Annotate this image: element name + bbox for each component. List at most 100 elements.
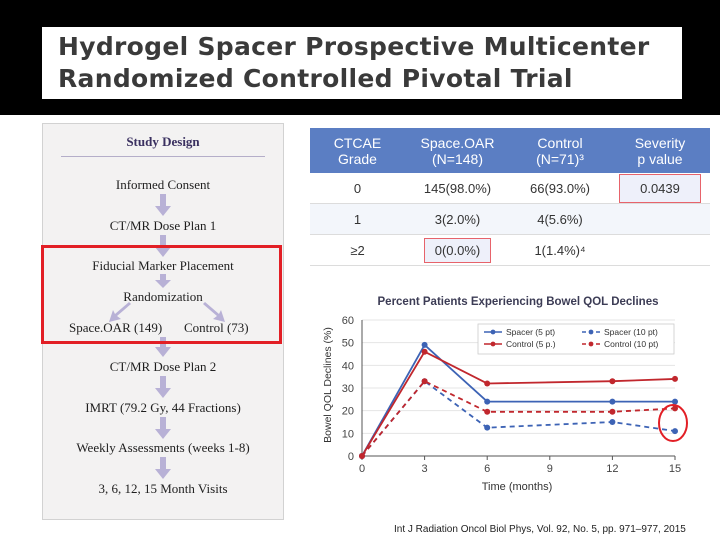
chart-legend: Spacer (5 pt) Control (5 p.) Spacer (10 pt… [477, 323, 675, 355]
data-point [484, 424, 491, 431]
series-line-control-5-p [361, 350, 676, 457]
table-cell: 3(2.0%) [405, 203, 510, 235]
step-month-visits: 3, 6, 12, 15 Month Visits [98, 481, 228, 496]
down-arrow-icon [155, 376, 171, 398]
diagonal-arrow-left-icon [109, 302, 131, 322]
spacer-grade2-highlight: 0(0.0%) [423, 237, 492, 263]
chart-axes: 0 10 20 30 40 50 60 0 3 6 9 12 15 [342, 315, 681, 475]
slide-title: Hydrogel Spacer Prospective Multicenter … [58, 31, 649, 95]
x-axis-label: Time (months) [482, 481, 553, 493]
x-tick-label: 3 [422, 463, 428, 475]
table-cell: ≥2 [310, 234, 405, 266]
x-tick-label: 6 [484, 463, 490, 475]
y-tick-label: 60 [342, 315, 354, 327]
legend-marker [490, 341, 496, 347]
step-control-arm: Control (73) [184, 320, 249, 335]
title-box: Hydrogel Spacer Prospective Multicenter … [42, 27, 682, 99]
chart-series [359, 341, 678, 459]
table-cell: 0 [310, 173, 405, 204]
data-point [359, 453, 365, 459]
table-row: 1 3(2.0%) 4(5.6%) [310, 203, 710, 235]
table-cell [610, 203, 710, 235]
header-text: (N=148) [432, 150, 483, 167]
data-point [421, 341, 428, 348]
y-tick-label: 10 [342, 428, 354, 440]
study-design-title: Study Design [126, 134, 200, 149]
header-text: p value [637, 150, 683, 167]
y-axis-label: Bowel QOL Declines (%) [322, 327, 334, 443]
chart-title: Percent Patients Experiencing Bowel QOL … [378, 296, 659, 308]
citation: Int J Radiation Oncol Biol Phys, Vol. 92… [394, 524, 686, 535]
table-cell: 0.0439 [610, 173, 710, 204]
table-cell: 4(5.6%) [510, 203, 610, 235]
data-point [421, 348, 428, 355]
header-text: Control [537, 134, 583, 151]
table-cell: 1 [310, 203, 405, 235]
title-line-1: Hydrogel Spacer Prospective Multicenter [58, 32, 650, 61]
step-informed-consent: Informed Consent [115, 177, 211, 192]
series-line-control-10-pt [361, 380, 676, 457]
table-cell [610, 234, 710, 266]
title-line-2: Randomized Controlled Pivotal Trial [58, 64, 573, 93]
legend-label: Control (5 p.) [506, 339, 556, 349]
y-tick-label: 20 [342, 406, 354, 418]
highlight-circle [658, 404, 688, 442]
step-imrt: IMRT (79.2 Gy, 44 Fractions) [85, 400, 241, 415]
study-design-panel: Study Design Informed Consent CT/MR Dose… [42, 123, 284, 520]
y-tick-label: 50 [342, 338, 354, 350]
bowel-qol-chart: Percent Patients Experiencing Bowel QOL … [322, 296, 688, 493]
step-fiducial-marker: Fiducial Marker Placement [92, 258, 234, 273]
x-tick-label: 15 [669, 463, 681, 475]
data-point [609, 378, 616, 385]
table-row: 0 145(98.0%) 66(93.0%) 0.0439 [310, 173, 710, 204]
x-tick-label: 12 [606, 463, 618, 475]
down-arrow-icon [155, 194, 171, 216]
x-tick-label: 9 [547, 463, 553, 475]
step-ct-mr-plan-2: CT/MR Dose Plan 2 [109, 359, 217, 374]
table-cell: 145(98.0%) [405, 173, 510, 204]
down-arrow-icon [155, 457, 171, 479]
header-text: (N=71)³ [536, 150, 584, 167]
legend-marker [588, 329, 594, 335]
data-point [672, 375, 678, 382]
p-value-highlight: 0.0439 [619, 173, 701, 203]
legend-label: Spacer (10 pt) [604, 327, 658, 337]
legend-marker [588, 341, 594, 347]
header-ctcae-grade: CTCAE Grade [310, 128, 405, 173]
header-spaceoar: Space.OAR (N=148) [405, 128, 510, 173]
y-tick-label: 0 [348, 451, 354, 463]
legend-label: Spacer (5 pt) [506, 327, 555, 337]
header-text: Severity [634, 134, 686, 151]
table-row: ≥2 0(0.0%) 1(1.4%)⁴ [310, 234, 710, 266]
data-point [672, 405, 678, 412]
legend-marker [490, 329, 496, 335]
table-cell: 1(1.4%)⁴ [510, 234, 610, 266]
header-severity: Severity p value [610, 128, 710, 173]
step-weekly-assessments: Weekly Assessments (weeks 1-8) [76, 440, 250, 455]
table-cell: 66(93.0%) [510, 173, 610, 204]
ctcae-table: CTCAE Grade Space.OAR (N=148) Control (N=71… [310, 128, 710, 266]
table-cell: 0(0.0%) [405, 234, 510, 266]
legend-label: Control (10 pt) [604, 339, 658, 349]
step-spaceoar-arm: Space.OAR (149) [69, 320, 163, 335]
y-tick-label: 30 [342, 383, 354, 395]
down-arrow-icon [155, 337, 171, 357]
data-point [672, 398, 678, 405]
data-point [609, 419, 616, 425]
data-point [672, 428, 678, 435]
header-text: Grade [338, 150, 377, 167]
data-point [421, 378, 428, 385]
data-point [484, 408, 491, 415]
x-tick-label: 0 [359, 463, 365, 475]
step-randomization: Randomization [123, 289, 203, 304]
header-control: Control (N=71)³ [510, 128, 610, 173]
step-ct-mr-plan-1: CT/MR Dose Plan 1 [109, 218, 217, 233]
data-point [484, 380, 491, 387]
diagonal-arrow-right-icon [203, 302, 225, 322]
title-banner: Hydrogel Spacer Prospective Multicenter … [0, 0, 720, 115]
table-header-row: CTCAE Grade Space.OAR (N=148) Control (N=71… [310, 128, 710, 173]
header-text: Space.OAR [420, 134, 495, 151]
down-arrow-icon [155, 417, 171, 439]
data-point [484, 398, 491, 405]
series-line-spacer-10-pt [361, 379, 676, 457]
